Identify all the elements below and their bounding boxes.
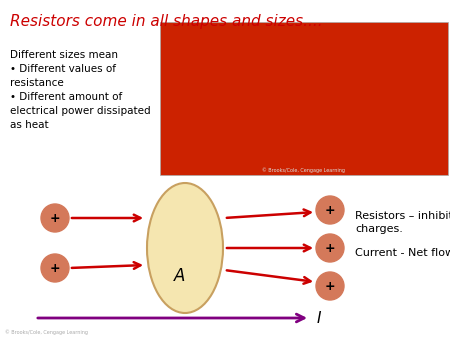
Circle shape: [316, 196, 344, 224]
Text: $I$: $I$: [316, 310, 322, 326]
Text: Different sizes mean
• Different values of
resistance
• Different amount of
elec: Different sizes mean • Different values …: [10, 50, 151, 130]
Text: +: +: [325, 203, 335, 217]
Text: +: +: [325, 241, 335, 255]
Bar: [160, 22, 448, 175]
Text: $A$: $A$: [173, 267, 187, 285]
Circle shape: [41, 204, 69, 232]
Ellipse shape: [147, 183, 223, 313]
Text: Current - Net flow of charge: Current - Net flow of charge: [355, 248, 450, 258]
Circle shape: [316, 272, 344, 300]
Circle shape: [316, 234, 344, 262]
Text: +: +: [50, 212, 60, 224]
Circle shape: [41, 254, 69, 282]
Text: +: +: [50, 262, 60, 274]
Text: +: +: [325, 280, 335, 292]
Text: Resistors – inhibit (or resist) flow of
charges.: Resistors – inhibit (or resist) flow of …: [355, 210, 450, 234]
Text: © Brooks/Cole, Cengage Learning: © Brooks/Cole, Cengage Learning: [262, 167, 346, 173]
Text: © Brooks/Cole, Cengage Learning: © Brooks/Cole, Cengage Learning: [5, 329, 88, 335]
Text: Resistors come in all shapes and sizes....: Resistors come in all shapes and sizes..…: [10, 14, 323, 29]
